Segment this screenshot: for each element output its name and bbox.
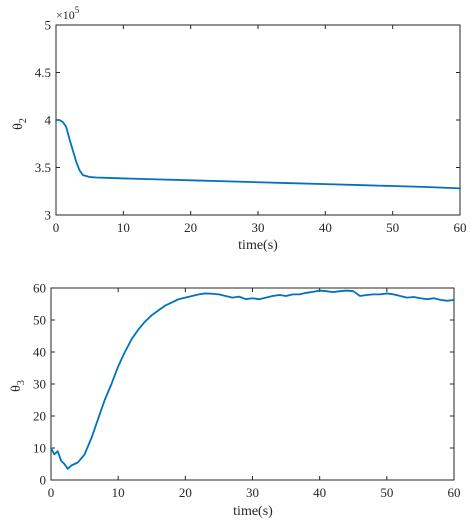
chart-theta2-x-tick-label: 40 <box>319 220 332 235</box>
chart-theta2-y-ticks: 3 3.5 4 4.5 5 <box>35 18 460 223</box>
chart-theta3-y-ticks: 0 10 20 30 40 50 60 <box>33 281 454 488</box>
chart-theta2-x-tick-label: 60 <box>454 220 467 235</box>
chart-theta3-x-tick-label: 20 <box>179 485 192 500</box>
chart-theta3-y-tick-label: 40 <box>33 345 46 360</box>
chart-theta2-series-line <box>55 119 461 190</box>
chart-theta2-x-tick-label: 50 <box>386 220 399 235</box>
chart-theta2-y-multiplier: ×105 <box>56 5 80 22</box>
chart-theta2: 0 10 20 30 40 50 60 3 3.5 4 4.5 5 ×105 time(s) θ2 <box>11 5 467 253</box>
chart-theta2-y-tick-label: 3.5 <box>35 160 51 175</box>
chart-theta3-series-line <box>50 289 455 470</box>
chart-theta3-x-tick-label: 40 <box>313 485 326 500</box>
chart-theta2-y-tick-label: 3 <box>45 208 52 223</box>
chart-theta3-y-tick-label: 30 <box>33 377 46 392</box>
chart-theta3-x-tick-label: 10 <box>112 485 125 500</box>
chart-theta3-y-tick-label: 10 <box>33 441 46 456</box>
chart-theta3-y-tick-label: 50 <box>33 313 46 328</box>
chart-theta3-x-ticks: 0 10 20 30 40 50 60 <box>48 288 461 500</box>
chart-theta2-y-axis-label: θ2 <box>11 118 29 130</box>
chart-theta3-y-axis-label: θ3 <box>9 380 27 392</box>
chart-theta3-x-tick-label: 50 <box>380 485 393 500</box>
chart-theta3-x-tick-label: 60 <box>448 485 461 500</box>
chart-theta3: 0 10 20 30 40 50 60 0 10 20 30 40 50 60 time(s) θ3 <box>9 281 461 520</box>
chart-theta2-x-axis-label: time(s) <box>238 238 278 253</box>
chart-theta3-y-tick-label: 20 <box>33 409 46 424</box>
chart-theta2-y-tick-label: 5 <box>45 18 52 33</box>
chart-theta3-x-tick-label: 30 <box>246 485 259 500</box>
chart-theta3-y-tick-label: 60 <box>33 281 46 296</box>
chart-theta3-y-tick-label: 0 <box>40 473 47 488</box>
chart-theta2-x-tick-label: 20 <box>184 220 197 235</box>
chart-theta2-x-tick-label: 10 <box>117 220 130 235</box>
chart-theta3-x-axis-label: time(s) <box>233 504 273 519</box>
chart-theta2-y-tick-label: 4 <box>45 113 52 128</box>
chart-theta2-y-tick-label: 4.5 <box>35 65 51 80</box>
chart-theta2-x-tick-label: 0 <box>53 220 60 235</box>
chart-theta3-x-tick-label: 0 <box>48 485 55 500</box>
chart-theta2-x-tick-label: 30 <box>252 220 265 235</box>
chart-theta2-x-ticks: 0 10 20 30 40 50 60 <box>53 25 467 235</box>
